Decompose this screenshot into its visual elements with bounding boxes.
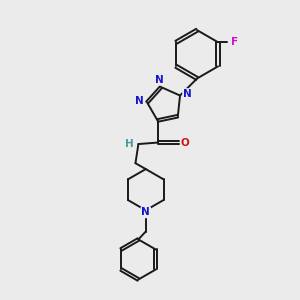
Text: F: F [231,37,238,47]
Text: O: O [181,138,190,148]
Text: N: N [155,75,164,85]
Text: H: H [124,139,134,149]
Text: N: N [134,96,143,106]
Text: N: N [141,207,150,218]
Text: N: N [183,89,192,99]
